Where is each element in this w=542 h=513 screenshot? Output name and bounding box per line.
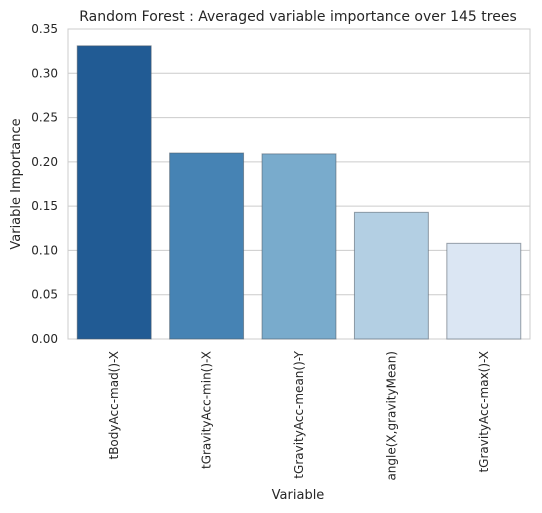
y-tick-label: 0.05 [31,288,58,302]
x-tick-label: tGravityAcc-min()-X [200,351,214,469]
y-tick-label: 0.25 [31,111,58,125]
bars [76,45,522,340]
bar-4 [446,242,522,340]
x-tick-label: tGravityAcc-max()-X [477,351,491,473]
x-tick-label: tBodyAcc-mad()-X [107,351,121,460]
y-tick-label: 0.10 [31,243,58,257]
y-tick-label: 0.00 [31,332,58,346]
x-tick-label: angle(X,gravityMean) [384,351,398,481]
bar-1 [169,152,245,340]
x-tick-labels: tBodyAcc-mad()-X tGravityAcc-min()-X tGrav… [107,350,491,480]
chart-title: Random Forest : Averaged variable import… [79,9,517,25]
x-axis-label: Variable [272,488,325,503]
x-tick-label: tGravityAcc-mean()-Y [292,350,306,478]
y-tick-label: 0.20 [31,155,58,169]
bar-2 [261,153,337,340]
y-tick-labels: 0.00 0.05 0.10 0.15 0.20 0.25 0.30 0.35 [31,22,58,346]
y-tick-label: 0.30 [31,66,58,80]
bar-0 [76,45,152,340]
y-tick-label: 0.35 [31,22,58,36]
y-tick-label: 0.15 [31,199,58,213]
bar-3 [353,211,429,340]
y-axis-label: Variable Importance [9,118,24,249]
